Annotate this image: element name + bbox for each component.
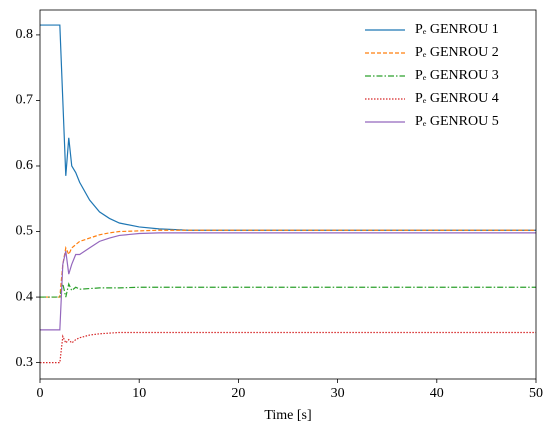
y-tick-label: 0.3 — [16, 355, 34, 370]
legend-label: Pₑ GENROU 3 — [415, 68, 499, 83]
x-tick-label: 20 — [231, 386, 245, 401]
legend-label: Pₑ GENROU 5 — [415, 114, 499, 129]
x-tick-label: 0 — [37, 386, 44, 401]
series-line — [40, 229, 536, 298]
series-line — [40, 331, 536, 364]
y-tick-label: 0.5 — [16, 224, 34, 239]
x-tick-label: 40 — [430, 386, 444, 401]
x-tick-label: 30 — [331, 386, 345, 401]
x-tick-label: 10 — [132, 386, 146, 401]
x-tick-label: 50 — [529, 386, 543, 401]
y-tick-label: 0.7 — [16, 93, 34, 108]
series-line — [40, 232, 536, 331]
series-line — [40, 282, 536, 298]
y-tick-label: 0.6 — [16, 158, 34, 173]
x-axis-label: Time [s] — [264, 408, 311, 423]
legend-label: Pₑ GENROU 4 — [415, 91, 499, 106]
legend-label: Pₑ GENROU 1 — [415, 22, 499, 37]
plot-frame — [39, 9, 537, 380]
y-tick-label: 0.4 — [16, 289, 34, 304]
y-tick-label: 0.8 — [16, 27, 34, 42]
legend-label: Pₑ GENROU 2 — [415, 45, 499, 60]
